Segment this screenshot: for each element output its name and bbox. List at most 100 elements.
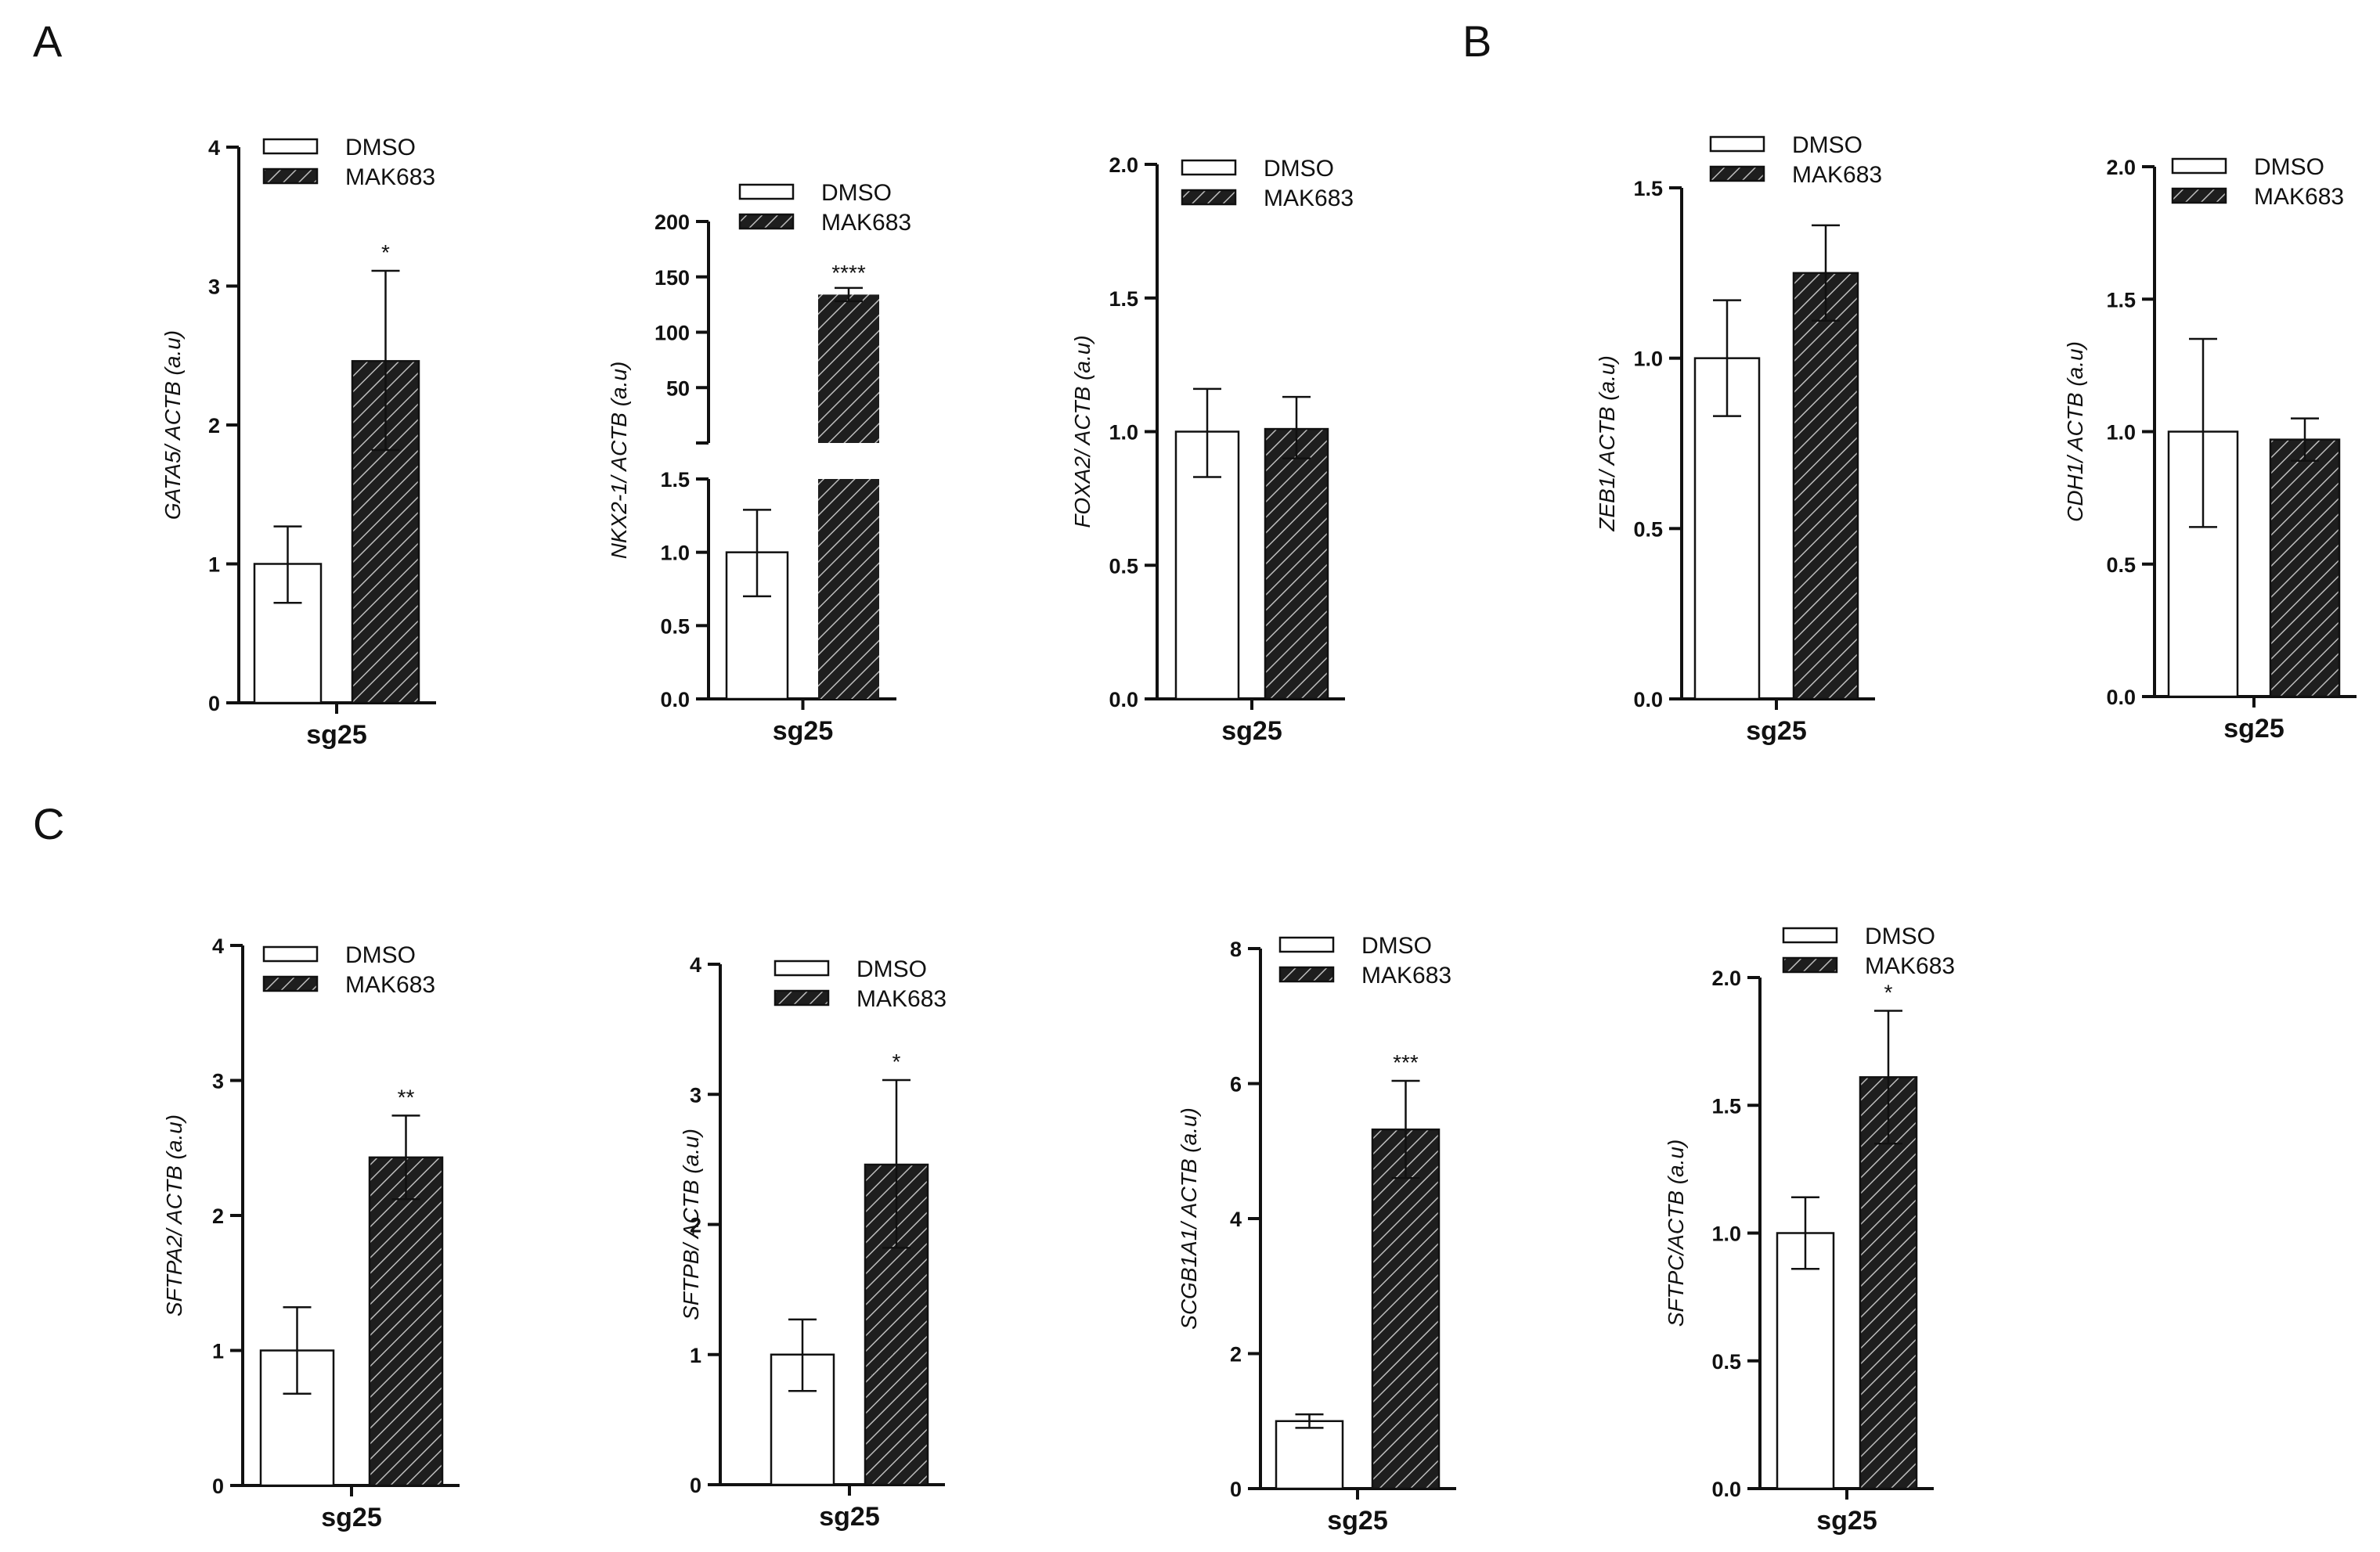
sftpb-y-tick-label-2: 2: [690, 1214, 701, 1237]
chart-foxa2: FOXA2/ ACTB (a.u) sg25 DMSO MAK683 0.0 0.5 1.0…: [1070, 153, 1354, 746]
nkx21-bar-mak683-lower: [818, 479, 879, 699]
gata5-y-tick-label-2: 2: [208, 414, 220, 438]
sftpc-significance: *: [1884, 980, 1893, 1004]
foxa2-y-axis-label: FOXA2/ ACTB (a.u): [1070, 335, 1094, 528]
scgb1a1-y-tick-label-4: 8: [1230, 938, 1242, 961]
gata5-legend-label-dmso: DMSO: [345, 135, 416, 160]
panel-letter-c: C: [33, 799, 64, 848]
gata5-significance: *: [381, 240, 390, 265]
foxa2-bar-dmso: [1174, 430, 1240, 700]
sftpb-x-tick-label: sg25: [819, 1502, 880, 1532]
sftpb-legend-label-dmso: DMSO: [856, 956, 927, 982]
cdh1-y-tick-label-0: 0.0: [2106, 686, 2136, 709]
scgb1a1-legend-label-mak683: MAK683: [1361, 963, 1451, 988]
scgb1a1-significance: ***: [1393, 1050, 1419, 1075]
gata5-y-tick-label-0: 0: [208, 692, 220, 715]
sftpc-y-tick-label-0: 0.0: [1711, 1478, 1741, 1501]
gata5-y-tick-label-4: 4: [208, 136, 220, 160]
sftpb-legend-swatch-dmso: [774, 960, 830, 977]
sftpa2-y-tick-label-4: 4: [212, 934, 224, 958]
foxa2-y-tick-label-0: 0.0: [1109, 688, 1138, 711]
cdh1-y-tick-label-3: 1.5: [2106, 288, 2136, 311]
sftpb-y-tick-label-0: 0: [690, 1474, 701, 1497]
cdh1-y-tick-label-2: 1.0: [2106, 421, 2136, 445]
zeb1-y-axis-label: ZEB1/ ACTB (a.u): [1595, 355, 1619, 532]
gata5-y-tick-label-3: 3: [208, 275, 220, 299]
scgb1a1-bar-mak683: [1371, 1128, 1441, 1490]
sftpa2-bar-mak683: [368, 1156, 444, 1487]
gata5-y-axis-label: GATA5/ ACTB (a.u): [160, 330, 185, 520]
gata5-legend-label-mak683: MAK683: [345, 164, 435, 190]
cdh1-legend-swatch-dmso: [2171, 157, 2227, 175]
scgb1a1-y-tick-label-0: 0: [1230, 1478, 1242, 1501]
zeb1-legend-swatch-dmso: [1709, 135, 1765, 153]
cdh1-y-tick-label-1: 0.5: [2106, 553, 2136, 577]
nkx21-x-tick-label: sg25: [773, 716, 834, 746]
sftpc-legend-swatch-dmso: [1782, 927, 1838, 944]
scgb1a1-y-axis-label: SCGB1A1/ ACTB (a.u): [1177, 1107, 1201, 1330]
cdh1-y-axis-label: CDH1/ ACTB (a.u): [2063, 341, 2087, 522]
sftpc-y-tick-label-3: 1.5: [1711, 1094, 1741, 1118]
sftpc-bar-mak683: [1859, 1076, 1918, 1490]
charts-layer: GATA5/ ACTB (a.u) sg25 DMSO MAK683 0 1 2 3 4 * NKX…: [160, 132, 2357, 1536]
panel-letter-a: A: [33, 16, 63, 66]
chart-sftpa2: SFTPA2/ ACTB (a.u) sg25 DMSO MAK683 0 1 2 3 4 **: [162, 934, 460, 1532]
nkx21-y-tick-label-upper-1: 100: [654, 322, 690, 345]
zeb1-legend-swatch-mak683: [1709, 165, 1765, 182]
chart-cdh1: CDH1/ ACTB (a.u) sg25 DMSO MAK683 0.0 0.5 1.0 1…: [2063, 154, 2357, 744]
foxa2-x-tick-label: sg25: [1221, 716, 1282, 746]
zeb1-y-tick-label-2: 1.0: [1633, 347, 1663, 371]
sftpb-legend-swatch-mak683: [774, 989, 830, 1006]
nkx21-y-tick-label-lower-3: 1.5: [660, 468, 690, 492]
sftpa2-y-tick-label-2: 2: [212, 1205, 224, 1228]
cdh1-x-tick-label: sg25: [2223, 714, 2284, 744]
zeb1-legend-label-mak683: MAK683: [1792, 162, 1882, 188]
scgb1a1-legend-label-dmso: DMSO: [1361, 933, 1432, 959]
chart-sftpc: SFTPC/ACTB (a.u) sg25 DMSO MAK683 0.0 0.5 1.0 1…: [1664, 924, 1955, 1536]
nkx21-y-tick-label-upper-3: 200: [654, 211, 690, 234]
sftpc-x-tick-label: sg25: [1816, 1506, 1877, 1536]
gata5-legend-swatch-mak683: [262, 167, 319, 185]
foxa2-y-tick-label-1: 0.5: [1109, 554, 1138, 578]
zeb1-y-tick-label-0: 0.0: [1633, 688, 1663, 711]
sftpb-y-tick-label-1: 1: [690, 1344, 701, 1367]
sftpa2-y-tick-label-0: 0: [212, 1475, 224, 1498]
cdh1-y-tick-label-4: 2.0: [2106, 156, 2136, 179]
zeb1-y-tick-label-1: 0.5: [1633, 517, 1663, 541]
sftpa2-legend-swatch-mak683: [262, 975, 319, 992]
scgb1a1-bar-dmso: [1275, 1420, 1344, 1490]
cdh1-legend-label-dmso: DMSO: [2254, 154, 2324, 180]
foxa2-y-tick-label-4: 2.0: [1109, 153, 1138, 177]
sftpb-y-tick-label-3: 3: [690, 1083, 701, 1107]
sftpb-legend-label-mak683: MAK683: [856, 986, 947, 1012]
nkx21-y-tick-label-upper-2: 150: [654, 266, 690, 290]
foxa2-legend-label-dmso: DMSO: [1264, 156, 1334, 182]
scgb1a1-y-tick-label-1: 2: [1230, 1343, 1242, 1367]
chart-zeb1: ZEB1/ ACTB (a.u) sg25 DMSO MAK683 0.0 0.5 1.0 1…: [1595, 132, 1882, 746]
nkx21-bar-mak683-upper: [818, 294, 879, 443]
foxa2-bar-mak683: [1264, 427, 1329, 700]
chart-gata5: GATA5/ ACTB (a.u) sg25 DMSO MAK683 0 1 2 3 4 *: [160, 135, 436, 750]
nkx21-y-tick-label-lower-1: 0.5: [660, 614, 690, 638]
zeb1-y-tick-label-3: 1.5: [1633, 177, 1663, 200]
cdh1-bar-mak683: [2269, 438, 2341, 698]
sftpa2-y-axis-label: SFTPA2/ ACTB (a.u): [162, 1114, 186, 1316]
scgb1a1-legend-swatch-dmso: [1278, 936, 1335, 953]
sftpc-y-tick-label-4: 2.0: [1711, 967, 1741, 990]
nkx21-legend-swatch-dmso: [738, 183, 795, 200]
foxa2-legend-swatch-mak683: [1181, 189, 1237, 206]
sftpa2-y-tick-label-1: 1: [212, 1340, 224, 1363]
nkx21-significance: ****: [831, 261, 866, 285]
sftpa2-x-tick-label: sg25: [321, 1503, 382, 1532]
chart-scgb1a1: SCGB1A1/ ACTB (a.u) sg25 DMSO MAK683 0 2 4 6 8 **…: [1177, 933, 1456, 1536]
gata5-y-tick-label-1: 1: [208, 553, 220, 577]
sftpa2-significance: **: [398, 1085, 415, 1109]
scgb1a1-y-tick-label-2: 4: [1230, 1208, 1242, 1231]
chart-nkx21: NKX2-1/ ACTB (a.u) sg25 DMSO MAK683 0.0 0.5 1.…: [607, 180, 911, 746]
sftpa2-y-tick-label-3: 3: [212, 1070, 224, 1093]
sftpa2-legend-label-mak683: MAK683: [345, 972, 435, 998]
sftpb-significance: *: [892, 1050, 901, 1074]
sftpc-legend-swatch-mak683: [1782, 956, 1838, 974]
sftpc-y-tick-label-2: 1.0: [1711, 1223, 1741, 1246]
